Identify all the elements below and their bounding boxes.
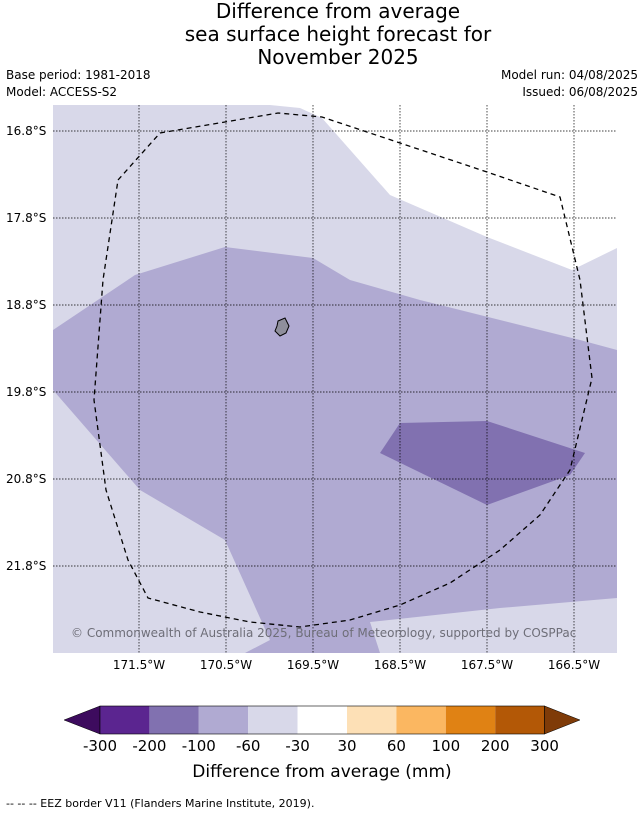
colorbar-seg-1 [100, 706, 150, 734]
colorbar-seg-10 [544, 705, 581, 735]
colorbar-tick-7: 60 [386, 737, 406, 755]
colorbar-tick-4: -60 [235, 737, 261, 755]
lat-label-2: 17.8°S [6, 211, 47, 225]
colorbar-seg-0 [63, 705, 101, 735]
band-minus-100 [380, 421, 585, 505]
lon-label-3: 169.5°W [286, 658, 340, 672]
lon-label-4: 168.5°W [373, 658, 427, 672]
band-minus-60 [53, 247, 617, 653]
copyright-notice: © Commonwealth of Australia 2025, Bureau… [71, 626, 577, 640]
meta-right: Model run: 04/08/2025 Issued: 06/08/2025 [501, 67, 638, 101]
lon-label-6: 166.5°W [547, 658, 601, 672]
lon-label-2: 170.5°W [199, 658, 253, 672]
colorbar-seg-9 [495, 706, 545, 734]
colorbar-seg-2 [149, 706, 199, 734]
colorbar-seg-8 [445, 706, 496, 734]
band-minus-30-sw [53, 500, 125, 653]
band-neutral [270, 105, 617, 270]
lat-label-1: 16.8°S [6, 124, 47, 138]
colorbar-seg-7 [396, 706, 446, 734]
grid-lines [53, 105, 617, 653]
colorbar-tick-9: 200 [480, 737, 510, 755]
lon-label-1: 171.5°W [112, 658, 166, 672]
title-line-1: Difference from average [215, 0, 461, 23]
colorbar-tick-1: -300 [82, 737, 118, 755]
colorbar-tick-3: -100 [181, 737, 216, 755]
lon-label-5: 167.5°W [460, 658, 514, 672]
model-run: Model run: 04/08/2025 [500, 68, 638, 82]
colorbar-tick-10: 300 [530, 737, 559, 755]
lat-label-3: 18.8°S [6, 298, 47, 312]
colorbar-tick-5: -30 [285, 737, 310, 755]
colorbar-seg-6 [347, 706, 397, 734]
colorbar-seg-3 [198, 706, 249, 734]
colorbar-tick-6: 30 [337, 737, 357, 755]
model-name: Model: ACCESS-S2 [6, 85, 118, 99]
colorbar-seg-4 [248, 706, 298, 734]
colorbar-frame [99, 705, 545, 735]
map-title: Difference from average sea surface heig… [0, 0, 644, 69]
island-shape [274, 317, 290, 337]
eez-border [93, 112, 593, 628]
colorbar-label: Difference from average (mm) [192, 762, 452, 782]
colorbar-tick-2: -200 [132, 737, 167, 755]
base-period: Base period: 1981-2018 [6, 68, 151, 82]
lat-label-6: 21.8°S [6, 559, 47, 573]
colorbar-tick-8: 100 [431, 737, 461, 755]
map-area [53, 105, 617, 653]
lat-label-4: 19.8°S [6, 385, 47, 399]
title-line-2: sea surface height forecast for [184, 22, 492, 46]
eez-legend-note: -- -- -- EEZ border V11 (Flanders Marine… [6, 797, 315, 810]
issued-date: Issued: 06/08/2025 [522, 85, 638, 99]
title-line-3: November 2025 [257, 45, 419, 69]
lat-label-5: 20.8°S [6, 472, 47, 486]
colorbar-seg-5 [297, 706, 347, 734]
meta-left: Base period: 1981-2018 Model: ACCESS-S2 [6, 67, 151, 101]
colorbar [63, 705, 581, 735]
